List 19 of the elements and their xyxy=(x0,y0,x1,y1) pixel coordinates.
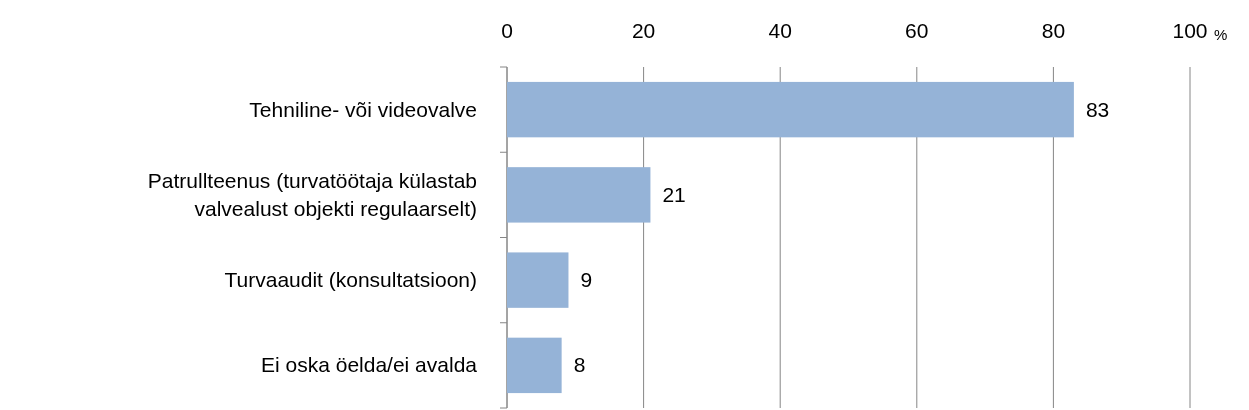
x-tick-label: 80 xyxy=(1041,19,1066,42)
y-tick-label: Patrullteenus (turvatöötaja külastab valvealust objekti regulaarselt) xyxy=(147,168,477,220)
x-axis-title: % xyxy=(1214,26,1228,43)
bar xyxy=(507,81,1074,138)
x-tick-label: 20 xyxy=(631,19,656,42)
y-tick-label: Ei oska öelda/ei avalda xyxy=(261,353,478,377)
y-tick-label: Turvaaudit (konsultatsioon) xyxy=(224,268,477,292)
bar xyxy=(507,252,569,308)
bar xyxy=(507,337,562,394)
x-tick-label: 60 xyxy=(905,19,929,42)
data-label: 83 xyxy=(1085,97,1110,121)
x-tick-label: 100 xyxy=(1172,19,1208,42)
x-tick-label: 0 xyxy=(501,19,513,42)
x-tick-label: 40 xyxy=(768,19,792,42)
bar xyxy=(507,167,651,223)
data-label: 8 xyxy=(573,353,586,377)
data-label: 9 xyxy=(580,268,593,292)
y-tick-label: Tehniline- või videovalve xyxy=(249,97,477,121)
data-label: 21 xyxy=(662,182,686,206)
